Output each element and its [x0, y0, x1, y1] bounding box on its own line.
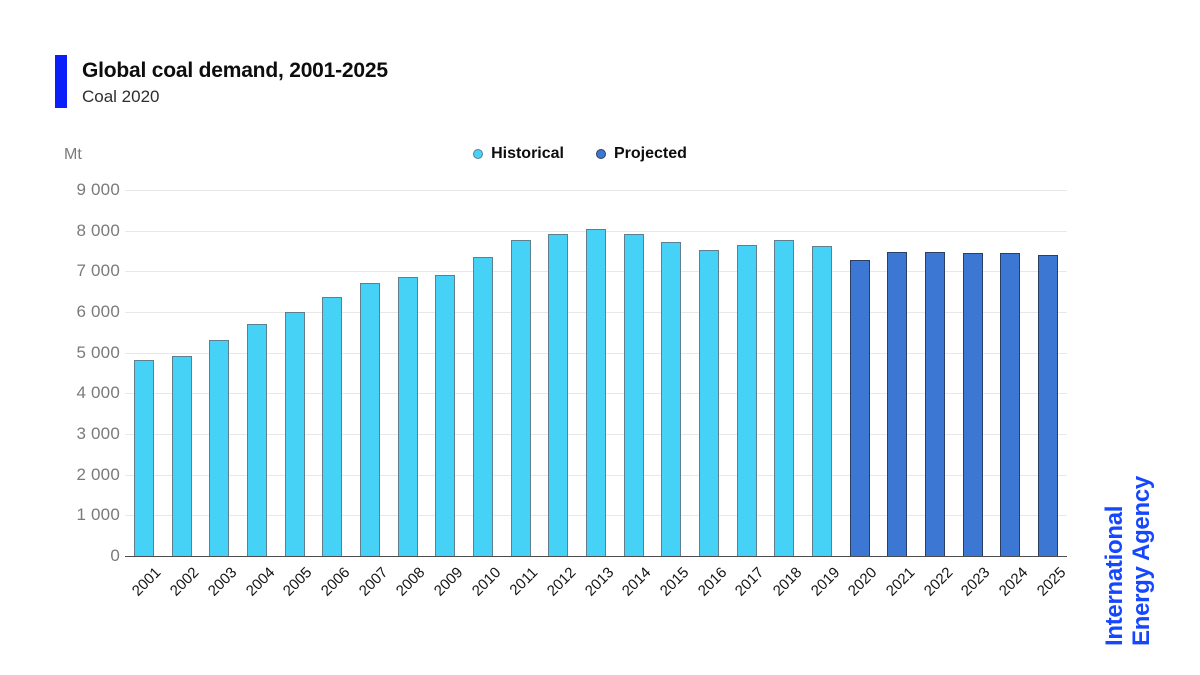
x-tick-label: 2005 [279, 564, 316, 600]
bar-2017[interactable] [736, 244, 757, 556]
y-tick-label: 0 [110, 546, 120, 565]
y-tick-label: 8 000 [76, 220, 120, 240]
x-tick-label: 2025 [1033, 564, 1070, 600]
page-title: Global coal demand, 2001-2025 [82, 59, 388, 82]
gridline [125, 190, 1067, 191]
chart-legend: Historical Projected [0, 145, 1160, 163]
y-axis-unit-label: Mt [64, 146, 82, 163]
bar-2018[interactable] [774, 240, 795, 556]
bar-2010[interactable] [472, 256, 493, 556]
x-tick-label: 2014 [619, 564, 655, 600]
legend-item-historical[interactable]: Historical [473, 145, 564, 163]
y-tick-label: 5 000 [76, 342, 120, 362]
y-tick-label: 9 000 [76, 180, 120, 199]
bar-2016[interactable] [699, 250, 720, 556]
x-tick-label: 2004 [242, 564, 278, 600]
legend-label-historical: Historical [491, 145, 564, 162]
chart-header: Global coal demand, 2001-2025 Coal 2020 [55, 55, 388, 108]
bar-2011[interactable] [510, 240, 531, 556]
bar-2022[interactable] [925, 252, 946, 556]
bar-2001[interactable] [133, 360, 154, 556]
bar-2009[interactable] [435, 275, 456, 556]
x-tick-label: 2019 [807, 564, 844, 600]
y-tick-label: 3 000 [76, 424, 120, 443]
bar-2008[interactable] [397, 276, 418, 556]
x-tick-label: 2015 [656, 564, 693, 600]
bar-2015[interactable] [661, 242, 682, 556]
x-tick-label: 2007 [355, 564, 391, 600]
x-tick-label: 2018 [769, 564, 806, 600]
legend-item-projected[interactable]: Projected [596, 145, 687, 163]
iea-logo: International Energy Agency [1101, 446, 1155, 646]
bar-2012[interactable] [548, 234, 569, 556]
y-tick-label: 1 000 [76, 505, 120, 525]
x-tick-label: 2008 [393, 564, 429, 600]
x-tick-label: 2017 [732, 564, 768, 600]
iea-logo-line1: International [1101, 505, 1128, 646]
bar-2003[interactable] [209, 340, 230, 556]
bar-2013[interactable] [586, 229, 606, 556]
x-tick-label: 2016 [694, 564, 731, 600]
x-tick-label: 2021 [882, 564, 919, 600]
bar-2023[interactable] [962, 252, 983, 556]
x-tick-label: 2023 [958, 564, 994, 600]
bar-2019[interactable] [812, 246, 833, 556]
bar-2025[interactable] [1038, 254, 1059, 556]
y-tick-label: 4 000 [76, 383, 120, 403]
page-subtitle: Coal 2020 [82, 87, 160, 107]
x-tick-label: 2020 [845, 564, 881, 600]
bar-2024[interactable] [1000, 252, 1021, 556]
historical-dot-icon [473, 149, 484, 159]
bar-2005[interactable] [284, 312, 305, 556]
x-tick-label: 2009 [430, 564, 467, 600]
bar-2021[interactable] [887, 252, 908, 556]
iea-logo-line2: Energy Agency [1128, 476, 1155, 646]
bar-2004[interactable] [246, 323, 267, 556]
bar-2007[interactable] [359, 283, 380, 556]
x-tick-label: 2013 [581, 564, 618, 600]
bar-2014[interactable] [623, 233, 644, 556]
x-tick-label: 2012 [543, 564, 580, 600]
x-tick-label: 2003 [204, 564, 241, 600]
x-tick-label: 2001 [129, 564, 165, 600]
projected-dot-icon [596, 149, 606, 159]
x-tick-label: 2022 [920, 564, 957, 600]
x-tick-label: 2024 [995, 564, 1032, 600]
legend-label-projected: Projected [614, 145, 687, 162]
x-tick-label: 2011 [506, 564, 542, 599]
accent-bar [55, 55, 67, 108]
bar-2002[interactable] [171, 355, 192, 556]
x-axis-line [125, 555, 1067, 557]
plot-area [125, 190, 1067, 557]
y-tick-label: 6 000 [76, 302, 120, 321]
bar-2006[interactable] [322, 297, 343, 556]
x-tick-label: 2006 [317, 564, 354, 600]
x-tick-label: 2002 [166, 564, 203, 600]
y-tick-label: 2 000 [76, 464, 120, 484]
x-tick-label: 2010 [468, 564, 504, 600]
bar-2020[interactable] [849, 259, 870, 556]
y-tick-label: 7 000 [76, 261, 120, 281]
